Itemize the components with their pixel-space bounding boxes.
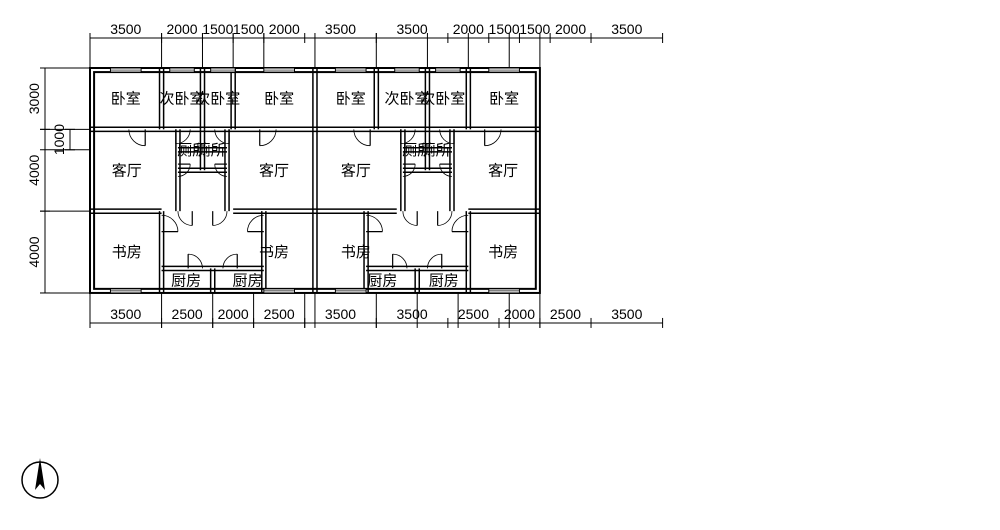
door: [403, 211, 417, 225]
window: [110, 289, 141, 293]
dim-label: 1500: [489, 21, 520, 37]
dim-label: 3500: [325, 21, 356, 37]
window: [170, 68, 195, 72]
room-label: 客厅: [112, 162, 142, 179]
dim-label: 2000: [504, 306, 535, 322]
dim-label: 4000: [26, 154, 42, 185]
room-label: 卧室: [489, 91, 519, 108]
dim-label: 2000: [166, 21, 197, 37]
room-label: 厨房: [232, 273, 262, 290]
dim-label: 3000: [26, 83, 42, 114]
room-label: 厨房: [171, 273, 201, 290]
window: [335, 289, 366, 293]
dim-label: 3500: [325, 306, 356, 322]
dim-label: 2500: [264, 306, 295, 322]
door: [438, 211, 452, 225]
dim-label: 3500: [110, 21, 141, 37]
dim-label: 2500: [172, 306, 203, 322]
dim-label: 1500: [519, 21, 550, 37]
dim-label: 1500: [233, 21, 264, 37]
north-arrow: [22, 458, 58, 498]
room-label: 卧室: [111, 91, 141, 108]
room-label: 厕所: [421, 142, 451, 159]
room-label: 卧室: [336, 91, 366, 108]
room-label: 卧室: [264, 91, 294, 108]
door: [213, 211, 227, 225]
room-label: 书房: [341, 244, 371, 261]
dim-label: 3500: [611, 21, 642, 37]
room-label: 客厅: [341, 162, 371, 179]
window: [436, 68, 461, 72]
window: [211, 68, 236, 72]
window: [264, 289, 295, 293]
door: [178, 211, 192, 225]
window: [395, 68, 420, 72]
dim-label: 3500: [397, 21, 428, 37]
window: [489, 289, 520, 293]
dim-label: 4000: [26, 236, 42, 267]
dim-label: 1000: [51, 124, 67, 155]
room-label: 次卧室: [420, 91, 465, 108]
room-label: 书房: [112, 244, 142, 261]
dim-label: 3500: [110, 306, 141, 322]
dim-label: 1500: [202, 21, 233, 37]
outer-wall: [90, 68, 540, 293]
window: [335, 68, 366, 72]
dim-label: 2500: [550, 306, 581, 322]
window: [264, 68, 295, 72]
room-label: 客厅: [488, 162, 518, 179]
room-label: 厨房: [429, 273, 459, 290]
dim-label: 2000: [218, 306, 249, 322]
room-label: 厨房: [367, 273, 397, 290]
dim-label: 3500: [611, 306, 642, 322]
dim-label: 2500: [458, 306, 489, 322]
room-label: 书房: [488, 244, 518, 261]
dim-label: 2000: [269, 21, 300, 37]
window: [489, 68, 520, 72]
window: [110, 68, 141, 72]
room-label: 客厅: [259, 162, 289, 179]
dim-label: 3500: [397, 306, 428, 322]
dim-label: 2000: [555, 21, 586, 37]
floor-plan-svg: 3500200015001500200035003500200015001500…: [10, 10, 1000, 520]
room-label: 厕所: [196, 142, 226, 159]
room-label: 书房: [259, 244, 289, 261]
room-label: 次卧室: [195, 91, 240, 108]
